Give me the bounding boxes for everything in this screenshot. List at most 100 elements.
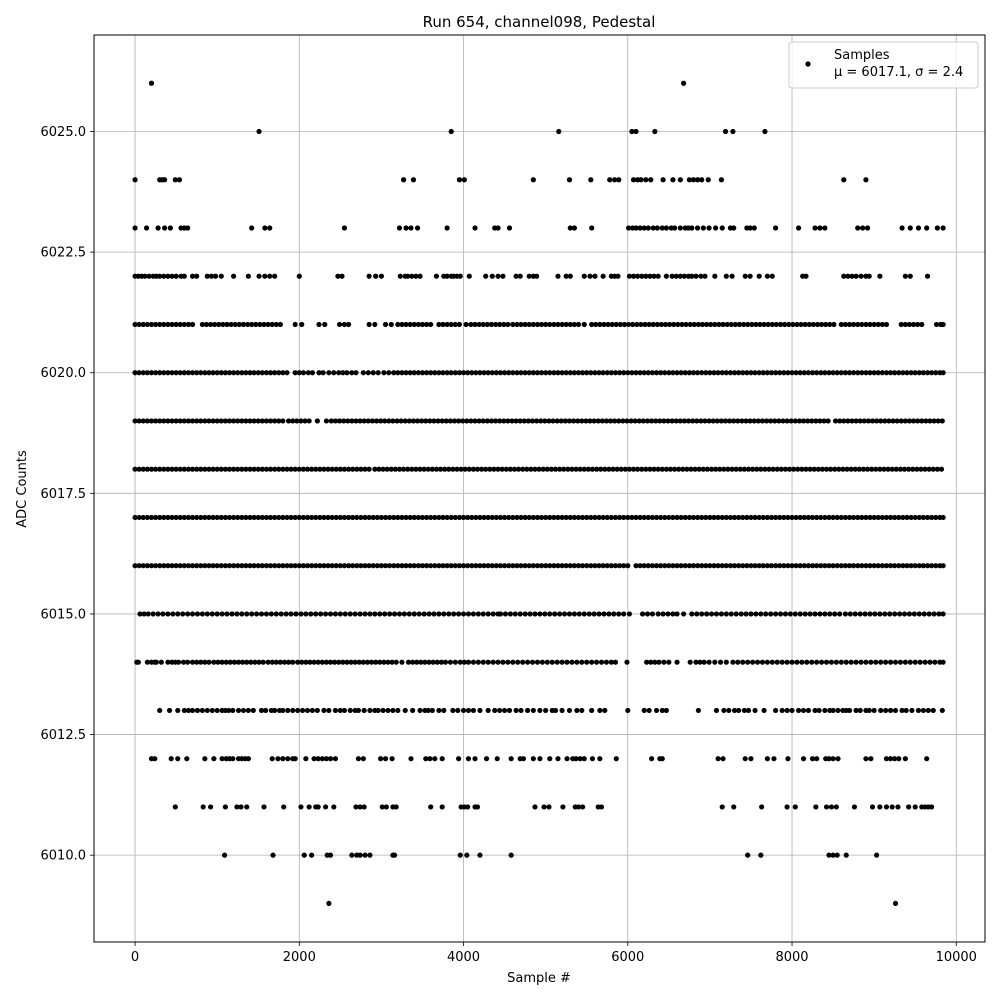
data-point: [574, 707, 580, 714]
data-point: [592, 370, 598, 376]
data-point: [666, 514, 672, 521]
data-point: [940, 370, 946, 376]
data-point: [682, 370, 688, 376]
data-point: [669, 273, 675, 279]
data-point: [403, 514, 409, 521]
data-point: [499, 466, 505, 472]
data-point: [842, 514, 848, 521]
legend-box: [788, 41, 979, 89]
data-point: [209, 611, 215, 617]
data-point: [405, 466, 411, 472]
data-point: [601, 321, 607, 328]
data-point: [463, 321, 469, 328]
data-point: [489, 370, 495, 376]
data-point: [878, 659, 884, 665]
data-point: [748, 756, 754, 762]
data-point: [657, 418, 663, 424]
data-point: [419, 321, 426, 328]
x-tick-label: 8000: [775, 950, 808, 965]
data-point: [433, 273, 440, 279]
data-point: [710, 418, 716, 424]
data-point: [797, 563, 803, 569]
data-point: [588, 514, 594, 521]
data-point: [382, 418, 388, 424]
data-point: [456, 418, 462, 424]
data-point: [650, 225, 656, 231]
data-point: [833, 659, 839, 665]
data-point: [661, 659, 667, 665]
data-point: [836, 466, 842, 472]
y-tick-label: 6025.0: [41, 125, 87, 140]
data-point: [292, 370, 298, 376]
data-point: [559, 321, 565, 328]
data-point: [244, 659, 250, 665]
data-point: [231, 466, 237, 472]
data-point: [316, 321, 322, 328]
data-point: [403, 321, 409, 328]
data-point: [648, 418, 655, 424]
data-point: [735, 418, 741, 424]
data-point: [936, 611, 942, 617]
data-point: [874, 418, 880, 424]
data-point: [755, 418, 761, 424]
data-point: [140, 418, 146, 424]
data-point: [648, 659, 654, 665]
data-point: [276, 466, 282, 472]
data-point: [458, 466, 464, 472]
data-point: [415, 514, 421, 521]
data-point: [199, 707, 205, 714]
data-point: [267, 225, 273, 231]
data-point: [263, 466, 270, 472]
data-point: [892, 659, 899, 665]
data-point: [520, 659, 526, 665]
data-point: [877, 804, 883, 810]
data-point: [602, 466, 608, 472]
data-point: [892, 563, 898, 569]
data-point: [245, 756, 251, 762]
data-point: [754, 659, 761, 665]
data-point: [514, 321, 520, 328]
data-point: [803, 273, 809, 279]
data-point: [659, 756, 665, 762]
data-point: [591, 418, 597, 424]
data-point: [511, 466, 518, 472]
data-point: [228, 321, 234, 328]
data-point: [521, 418, 527, 424]
data-point: [514, 563, 520, 569]
data-point: [358, 466, 364, 472]
data-point: [378, 563, 385, 569]
data-point: [273, 659, 279, 665]
data-point: [218, 563, 224, 569]
data-point: [547, 321, 553, 328]
data-point: [132, 418, 138, 424]
data-point: [822, 370, 828, 376]
data-point: [144, 514, 150, 521]
data-point: [278, 611, 284, 617]
data-point: [354, 466, 360, 472]
data-point: [384, 466, 390, 472]
data-point: [157, 370, 163, 376]
data-point: [272, 370, 278, 376]
data-point: [630, 177, 637, 183]
data-point: [596, 370, 602, 376]
data-point: [774, 659, 780, 665]
data-point: [666, 370, 672, 376]
data-point: [663, 707, 669, 714]
data-point: [546, 418, 552, 424]
data-point: [280, 756, 286, 762]
data-point: [198, 659, 204, 665]
data-point: [591, 611, 597, 617]
data-point: [165, 418, 171, 424]
data-point: [267, 563, 274, 569]
data-point: [506, 514, 512, 521]
data-point: [247, 563, 253, 569]
data-point: [896, 563, 902, 569]
data-point: [637, 563, 643, 569]
data-point: [822, 707, 828, 714]
y-axis-ticks: 6010.06012.56015.06017.56020.06022.56025…: [41, 125, 94, 864]
data-point: [604, 563, 610, 569]
data-point: [655, 611, 661, 617]
data-point: [819, 466, 826, 472]
data-point: [295, 707, 301, 714]
data-point: [165, 514, 171, 521]
